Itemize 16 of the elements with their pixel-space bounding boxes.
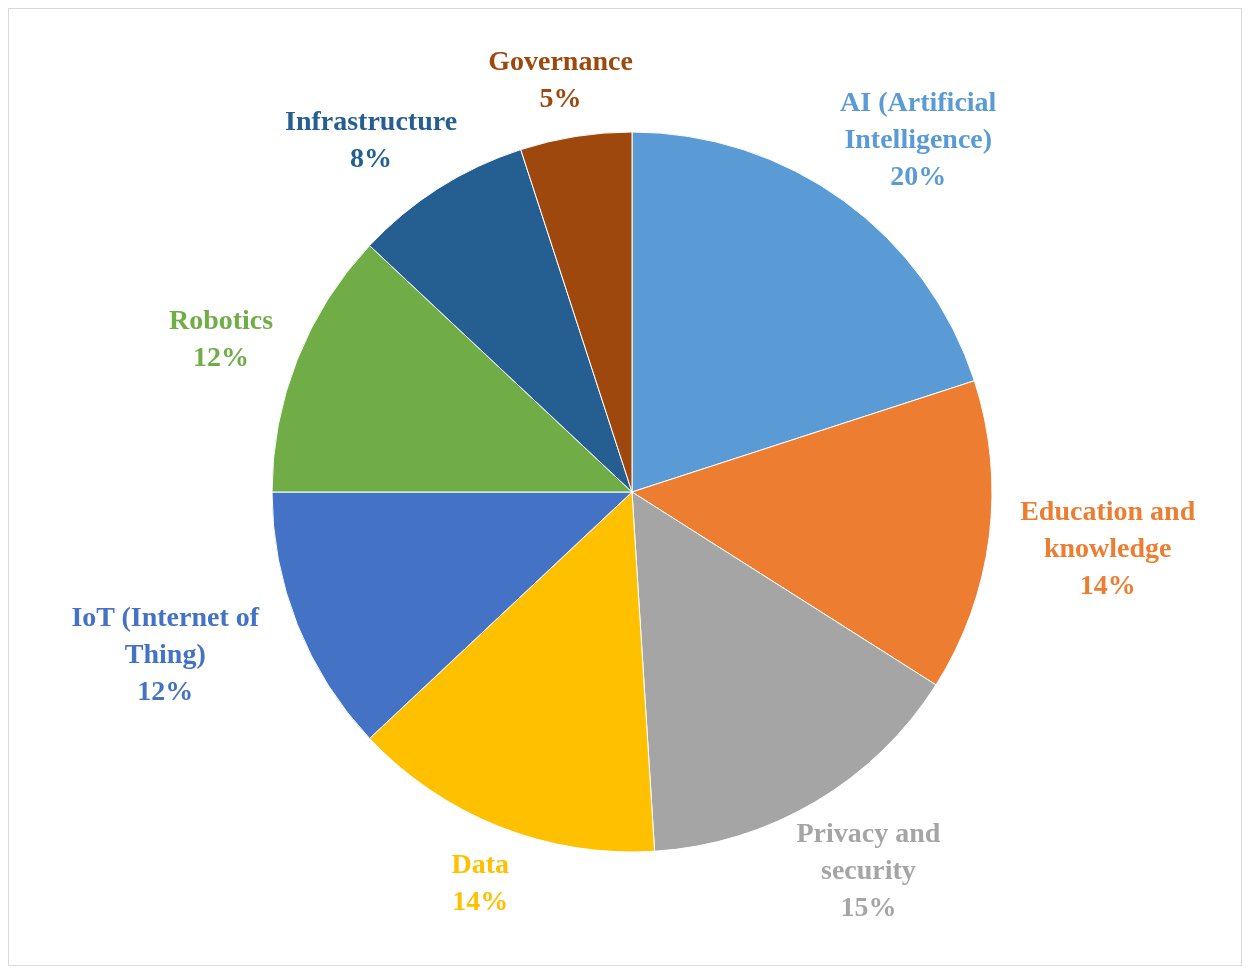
slice-label: Education and knowledge bbox=[1020, 494, 1196, 563]
slice-label: Infrastructure bbox=[284, 104, 458, 136]
slice-label: Privacy and security bbox=[796, 816, 941, 885]
slice-label: Robotics bbox=[168, 303, 274, 335]
slice-label: AI (Artificial Intelligence) bbox=[840, 85, 997, 154]
slice-label: Data bbox=[451, 847, 510, 879]
data-label: 5% bbox=[539, 81, 582, 113]
data-label: 12% bbox=[193, 340, 250, 372]
data-label: 12% bbox=[137, 674, 194, 706]
data-label: 14% bbox=[1079, 568, 1136, 600]
data-label: 14% bbox=[452, 884, 509, 916]
data-label: 15% bbox=[840, 890, 897, 922]
slice-label: Governance bbox=[488, 44, 633, 76]
slice-label: IoT (Internet of Thing) bbox=[71, 600, 260, 669]
data-label: 8% bbox=[350, 141, 393, 173]
data-label: 20% bbox=[890, 159, 947, 191]
